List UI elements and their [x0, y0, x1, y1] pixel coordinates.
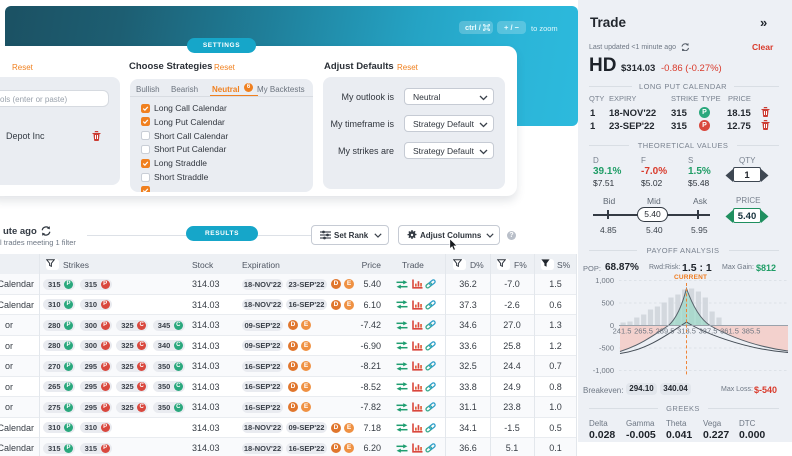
- svg-text:289.5: 289.5: [656, 327, 675, 336]
- svg-text:500: 500: [601, 299, 614, 308]
- svg-text:0: 0: [610, 321, 614, 330]
- svg-text:385.5: 385.5: [742, 327, 761, 336]
- svg-text:1,000: 1,000: [595, 276, 614, 285]
- svg-text:241.5: 241.5: [613, 327, 632, 336]
- svg-text:265.5: 265.5: [634, 327, 653, 336]
- svg-text:361.5: 361.5: [720, 327, 739, 336]
- svg-text:337.5: 337.5: [699, 327, 718, 336]
- svg-text:313.5: 313.5: [677, 327, 696, 336]
- svg-text:-1,000: -1,000: [593, 366, 614, 375]
- svg-text:-500: -500: [599, 344, 614, 353]
